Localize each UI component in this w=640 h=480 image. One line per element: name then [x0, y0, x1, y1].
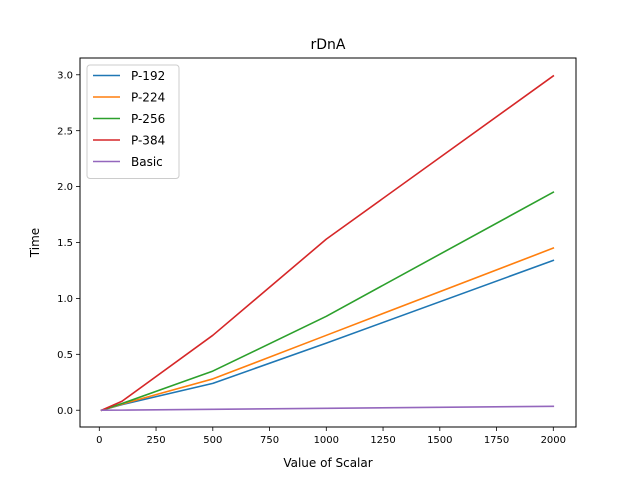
y-axis-label: Time [28, 228, 42, 258]
series-line-basic [100, 405, 555, 412]
legend-item: P-224 [93, 91, 165, 105]
legend-label: Basic [131, 155, 163, 169]
legend-box [86, 64, 180, 179]
x-tick-label: 1000 [314, 435, 339, 446]
x-tick-label: 1500 [427, 435, 452, 446]
x-tick-label: 0 [96, 435, 102, 446]
legend-label: P-224 [131, 91, 165, 105]
y-tick-label: 1.0 [57, 294, 73, 305]
legend-label: P-384 [131, 134, 165, 148]
axis-ticks: 0 250 500 750 1000 1250 1500 1750 2000 0.0 0.5 1.0 1… [57, 70, 566, 446]
x-tick-label: 250 [146, 435, 165, 446]
x-tick-label: 500 [203, 435, 222, 446]
y-tick-label: 2.0 [57, 182, 73, 193]
legend-label: P-256 [131, 112, 165, 126]
y-tick-label: 0.0 [57, 406, 73, 417]
x-axis-label: Value of Scalar [283, 456, 372, 470]
axes-frame [79, 57, 577, 428]
y-tick-label: 2.5 [57, 126, 73, 137]
legend: P-192 P-224 P-256 P-384 Basic [86, 64, 180, 179]
y-tick-label: 1.5 [57, 238, 73, 249]
legend-item: P-384 [93, 134, 165, 148]
legend-item: P-192 [93, 69, 165, 83]
x-tick-label: 1750 [484, 435, 509, 446]
x-tick-label: 1250 [370, 435, 395, 446]
legend-item: P-256 [93, 112, 165, 126]
legend-label: P-192 [131, 69, 165, 83]
x-tick-label: 750 [260, 435, 279, 446]
y-tick-label: 0.5 [57, 350, 73, 361]
y-tick-label: 3.0 [57, 70, 73, 81]
legend-item: Basic [93, 155, 163, 169]
x-tick-label: 2000 [541, 435, 566, 446]
chart-title: rDnA [311, 37, 346, 53]
series-line-p-256 [100, 191, 555, 412]
series-line-p-384 [100, 74, 555, 412]
series-lines [100, 74, 555, 412]
